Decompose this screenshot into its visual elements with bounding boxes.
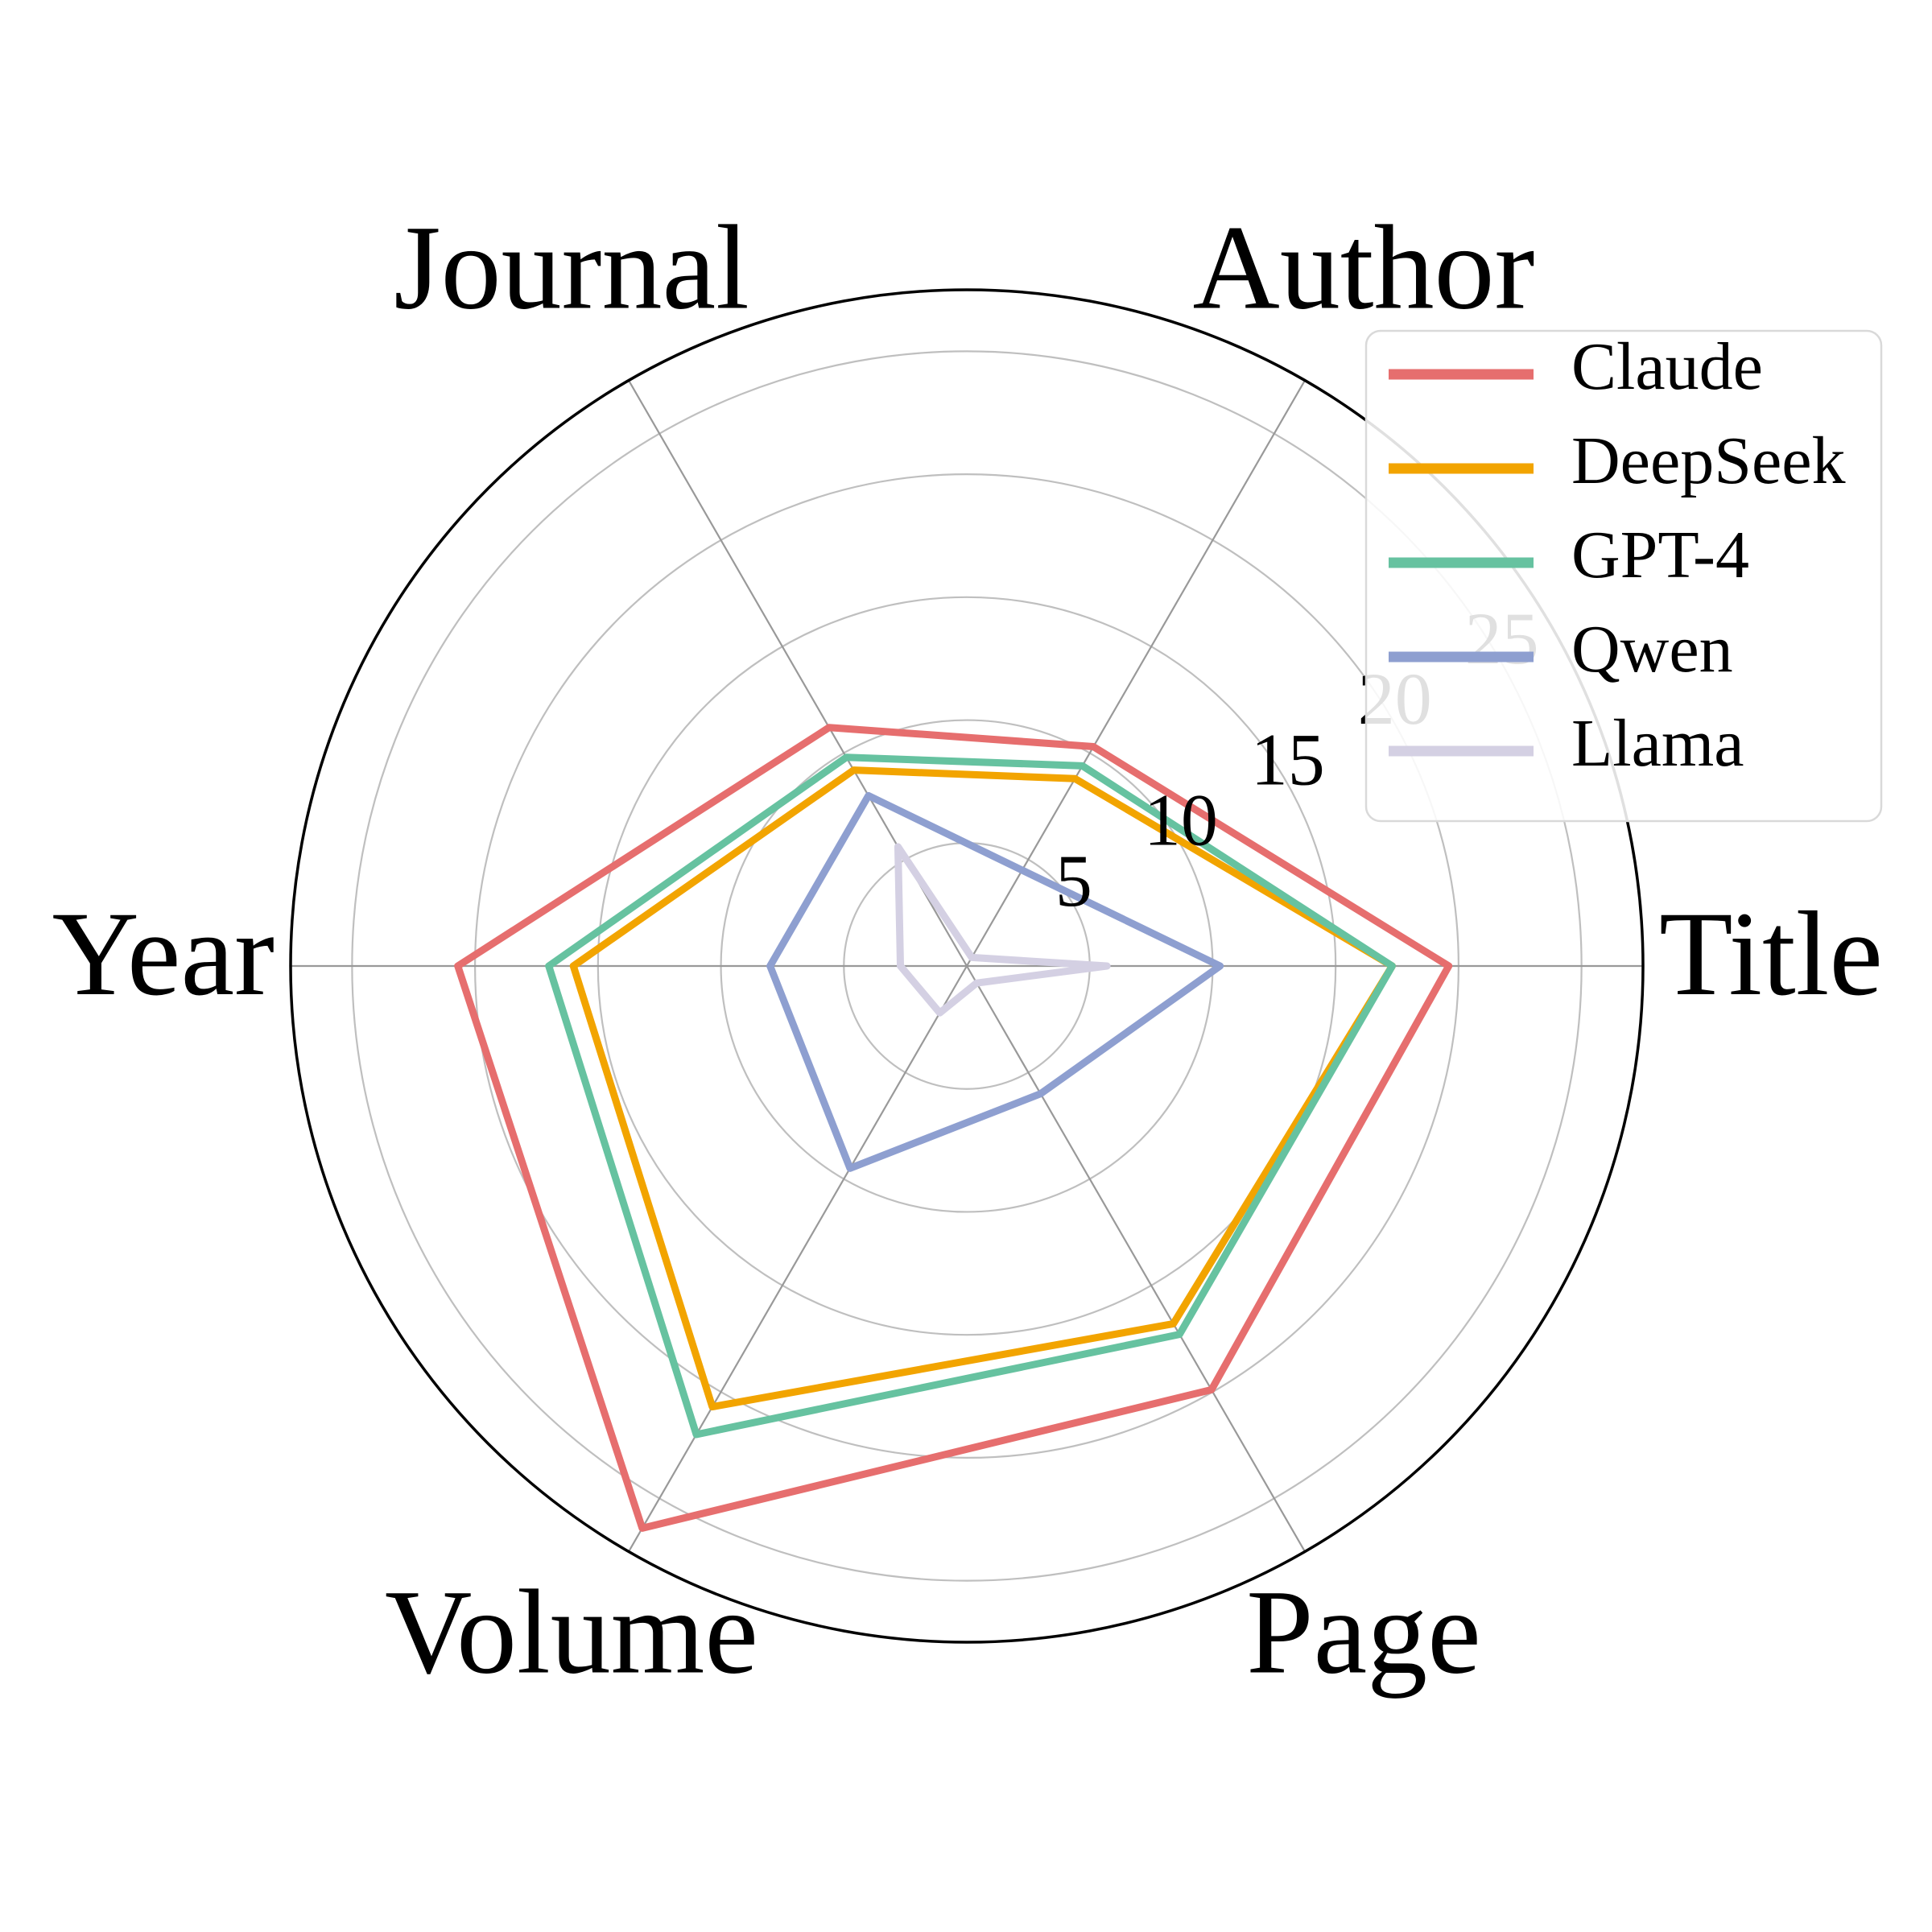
svg-text:Journal: Journal	[394, 201, 749, 335]
svg-text:5: 5	[1055, 840, 1092, 922]
svg-text:10: 10	[1144, 779, 1218, 861]
svg-text:Claude: Claude	[1571, 329, 1763, 404]
svg-text:Year: Year	[52, 887, 275, 1021]
svg-text:Page: Page	[1246, 1566, 1481, 1699]
svg-text:DeepSeek: DeepSeek	[1571, 423, 1846, 498]
svg-text:Title: Title	[1659, 887, 1883, 1021]
svg-text:15: 15	[1251, 718, 1325, 800]
svg-text:Llama: Llama	[1571, 706, 1744, 781]
svg-text:Volume: Volume	[385, 1566, 758, 1699]
svg-text:Author: Author	[1193, 201, 1535, 335]
svg-text:GPT-4: GPT-4	[1571, 518, 1749, 592]
svg-text:Qwen: Qwen	[1571, 612, 1733, 687]
